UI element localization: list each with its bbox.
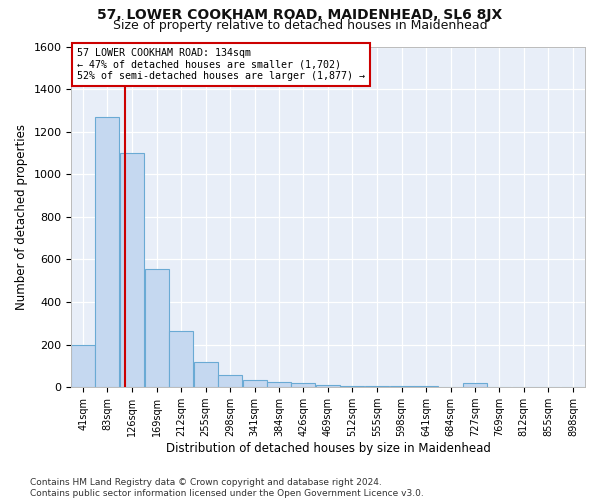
Bar bbox=[71, 344, 95, 387]
Text: 57 LOWER COOKHAM ROAD: 134sqm
← 47% of detached houses are smaller (1,702)
52% o: 57 LOWER COOKHAM ROAD: 134sqm ← 47% of d… bbox=[77, 48, 365, 82]
Bar bbox=[120, 153, 144, 387]
X-axis label: Distribution of detached houses by size in Maidenhead: Distribution of detached houses by size … bbox=[166, 442, 491, 455]
Bar bbox=[268, 382, 292, 387]
Bar bbox=[95, 117, 119, 387]
Bar bbox=[414, 386, 438, 387]
Bar bbox=[194, 362, 218, 387]
Bar bbox=[243, 380, 267, 387]
Bar bbox=[463, 383, 487, 387]
Text: Size of property relative to detached houses in Maidenhead: Size of property relative to detached ho… bbox=[113, 19, 487, 32]
Bar bbox=[169, 331, 193, 387]
Text: 57, LOWER COOKHAM ROAD, MAIDENHEAD, SL6 8JX: 57, LOWER COOKHAM ROAD, MAIDENHEAD, SL6 … bbox=[97, 8, 503, 22]
Bar bbox=[218, 375, 242, 387]
Y-axis label: Number of detached properties: Number of detached properties bbox=[15, 124, 28, 310]
Bar bbox=[389, 386, 413, 387]
Bar bbox=[292, 384, 316, 387]
Bar bbox=[365, 386, 389, 387]
Text: Contains HM Land Registry data © Crown copyright and database right 2024.
Contai: Contains HM Land Registry data © Crown c… bbox=[30, 478, 424, 498]
Bar bbox=[145, 269, 169, 387]
Bar bbox=[316, 385, 340, 387]
Bar bbox=[340, 386, 364, 387]
